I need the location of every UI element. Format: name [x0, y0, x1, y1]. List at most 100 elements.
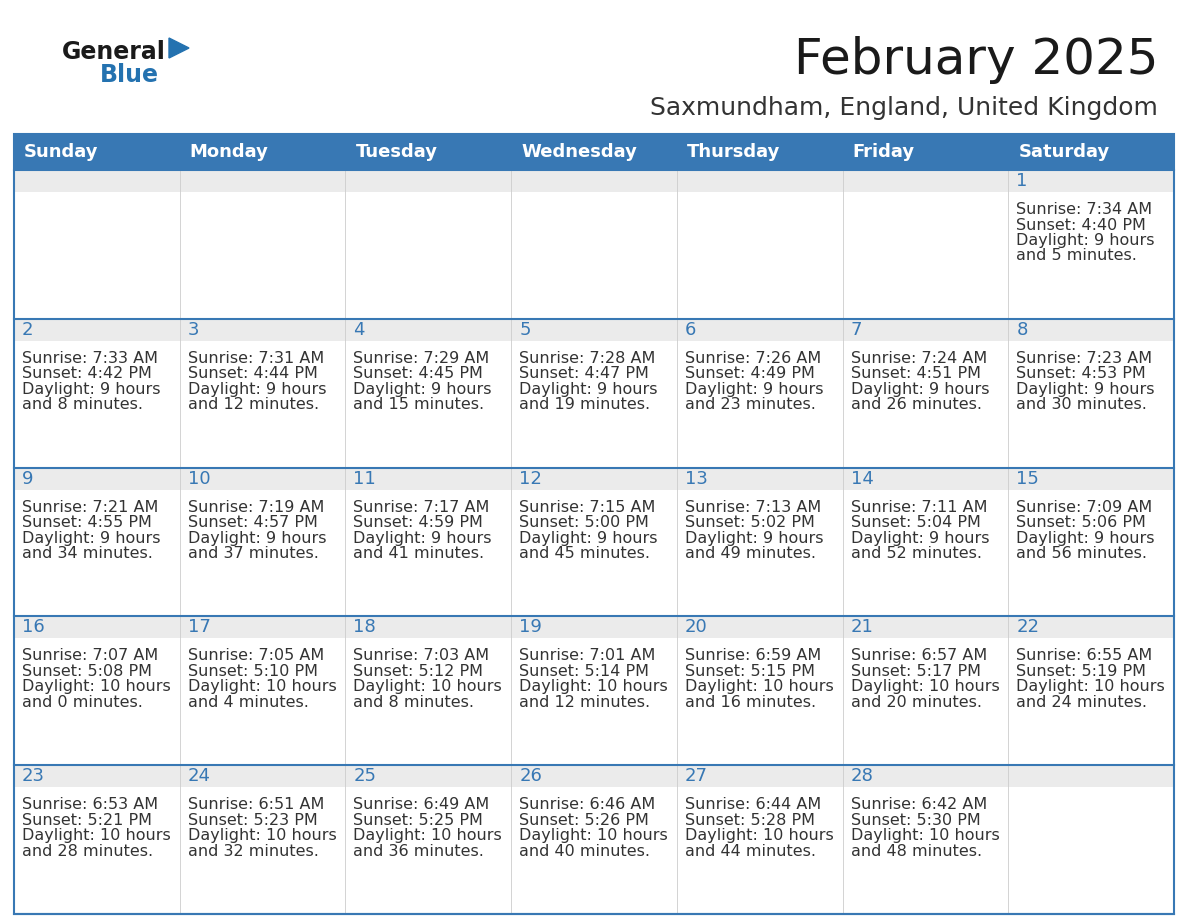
Text: Daylight: 9 hours: Daylight: 9 hours — [519, 382, 658, 397]
Bar — [346, 766, 511, 788]
Text: Thursday: Thursday — [687, 143, 781, 161]
Text: Daylight: 9 hours: Daylight: 9 hours — [1016, 382, 1155, 397]
Bar — [179, 766, 346, 788]
Text: and 24 minutes.: and 24 minutes. — [1016, 695, 1148, 710]
Text: 21: 21 — [851, 619, 873, 636]
Text: and 40 minutes.: and 40 minutes. — [519, 844, 650, 858]
Bar — [842, 766, 1009, 788]
Text: Sunrise: 6:46 AM: Sunrise: 6:46 AM — [519, 797, 656, 812]
Text: Sunrise: 7:01 AM: Sunrise: 7:01 AM — [519, 648, 656, 664]
Text: 18: 18 — [353, 619, 377, 636]
Text: Sunset: 4:53 PM: Sunset: 4:53 PM — [1016, 366, 1146, 381]
Polygon shape — [169, 38, 189, 58]
Text: Sunset: 5:15 PM: Sunset: 5:15 PM — [684, 664, 815, 679]
Bar — [346, 616, 511, 766]
Text: Sunset: 4:42 PM: Sunset: 4:42 PM — [23, 366, 152, 381]
Text: Sunrise: 7:23 AM: Sunrise: 7:23 AM — [1016, 351, 1152, 365]
Text: 9: 9 — [23, 470, 33, 487]
Text: 8: 8 — [1016, 320, 1028, 339]
Text: and 49 minutes.: and 49 minutes. — [684, 546, 816, 561]
Text: and 4 minutes.: and 4 minutes. — [188, 695, 309, 710]
Bar — [346, 319, 511, 467]
Text: Daylight: 9 hours: Daylight: 9 hours — [23, 531, 160, 545]
Bar — [179, 467, 346, 489]
Text: Sunrise: 7:33 AM: Sunrise: 7:33 AM — [23, 351, 158, 365]
Bar — [511, 766, 677, 914]
Bar — [842, 616, 1009, 638]
Text: 15: 15 — [1016, 470, 1040, 487]
Text: 11: 11 — [353, 470, 377, 487]
Text: Daylight: 9 hours: Daylight: 9 hours — [353, 382, 492, 397]
Bar — [14, 766, 179, 788]
Bar — [842, 467, 1009, 489]
Text: and 12 minutes.: and 12 minutes. — [519, 695, 650, 710]
Text: Daylight: 10 hours: Daylight: 10 hours — [23, 828, 171, 844]
Text: Sunrise: 7:24 AM: Sunrise: 7:24 AM — [851, 351, 987, 365]
Bar — [842, 319, 1009, 467]
Bar — [179, 616, 346, 766]
Text: Daylight: 10 hours: Daylight: 10 hours — [353, 679, 503, 694]
Text: Daylight: 9 hours: Daylight: 9 hours — [684, 382, 823, 397]
Text: Daylight: 9 hours: Daylight: 9 hours — [684, 531, 823, 545]
Text: Sunset: 4:44 PM: Sunset: 4:44 PM — [188, 366, 317, 381]
Text: and 32 minutes.: and 32 minutes. — [188, 844, 318, 858]
Text: Daylight: 9 hours: Daylight: 9 hours — [851, 531, 990, 545]
Text: Sunrise: 7:13 AM: Sunrise: 7:13 AM — [684, 499, 821, 515]
Text: Sunrise: 7:07 AM: Sunrise: 7:07 AM — [23, 648, 158, 664]
Text: and 41 minutes.: and 41 minutes. — [353, 546, 485, 561]
Bar — [842, 319, 1009, 341]
Text: Daylight: 9 hours: Daylight: 9 hours — [23, 382, 160, 397]
Text: Daylight: 10 hours: Daylight: 10 hours — [684, 679, 834, 694]
Text: 1: 1 — [1016, 172, 1028, 190]
Text: Daylight: 9 hours: Daylight: 9 hours — [188, 531, 327, 545]
Text: Sunset: 5:04 PM: Sunset: 5:04 PM — [851, 515, 980, 530]
Text: Sunrise: 6:51 AM: Sunrise: 6:51 AM — [188, 797, 324, 812]
Text: Sunrise: 6:42 AM: Sunrise: 6:42 AM — [851, 797, 987, 812]
Bar — [677, 467, 842, 489]
Text: Sunset: 5:10 PM: Sunset: 5:10 PM — [188, 664, 317, 679]
Bar — [14, 170, 179, 319]
Bar — [511, 467, 677, 489]
Text: Sunrise: 7:19 AM: Sunrise: 7:19 AM — [188, 499, 324, 515]
Bar — [677, 467, 842, 616]
Text: and 44 minutes.: and 44 minutes. — [684, 844, 816, 858]
Text: Sunrise: 7:15 AM: Sunrise: 7:15 AM — [519, 499, 656, 515]
Bar — [677, 170, 842, 319]
Text: Sunset: 5:12 PM: Sunset: 5:12 PM — [353, 664, 484, 679]
Bar — [1009, 467, 1174, 489]
Bar — [14, 319, 179, 467]
Bar — [677, 134, 842, 170]
Text: Sunrise: 6:53 AM: Sunrise: 6:53 AM — [23, 797, 158, 812]
Text: Sunrise: 7:28 AM: Sunrise: 7:28 AM — [519, 351, 656, 365]
Text: 13: 13 — [684, 470, 708, 487]
Bar — [1009, 766, 1174, 788]
Text: 17: 17 — [188, 619, 210, 636]
Text: Daylight: 10 hours: Daylight: 10 hours — [23, 679, 171, 694]
Text: and 8 minutes.: and 8 minutes. — [353, 695, 474, 710]
Text: Sunset: 4:59 PM: Sunset: 4:59 PM — [353, 515, 484, 530]
Bar — [842, 467, 1009, 616]
Text: and 26 minutes.: and 26 minutes. — [851, 397, 981, 412]
Bar — [1009, 616, 1174, 638]
Bar — [511, 170, 677, 319]
Text: Sunrise: 7:09 AM: Sunrise: 7:09 AM — [1016, 499, 1152, 515]
Bar — [511, 134, 677, 170]
Bar — [677, 319, 842, 341]
Text: 19: 19 — [519, 619, 542, 636]
Bar — [346, 170, 511, 319]
Bar — [677, 319, 842, 467]
Bar — [179, 170, 346, 319]
Text: Sunrise: 6:57 AM: Sunrise: 6:57 AM — [851, 648, 987, 664]
Text: Friday: Friday — [853, 143, 915, 161]
Text: Daylight: 10 hours: Daylight: 10 hours — [851, 828, 999, 844]
Text: 16: 16 — [23, 619, 45, 636]
Bar — [14, 319, 179, 341]
Text: Sunset: 5:28 PM: Sunset: 5:28 PM — [684, 812, 815, 828]
Text: Sunset: 5:08 PM: Sunset: 5:08 PM — [23, 664, 152, 679]
Text: Daylight: 10 hours: Daylight: 10 hours — [851, 679, 999, 694]
Text: Sunrise: 6:49 AM: Sunrise: 6:49 AM — [353, 797, 489, 812]
Text: 12: 12 — [519, 470, 542, 487]
Text: Daylight: 10 hours: Daylight: 10 hours — [188, 828, 336, 844]
Text: 14: 14 — [851, 470, 873, 487]
Text: Sunset: 5:30 PM: Sunset: 5:30 PM — [851, 812, 980, 828]
